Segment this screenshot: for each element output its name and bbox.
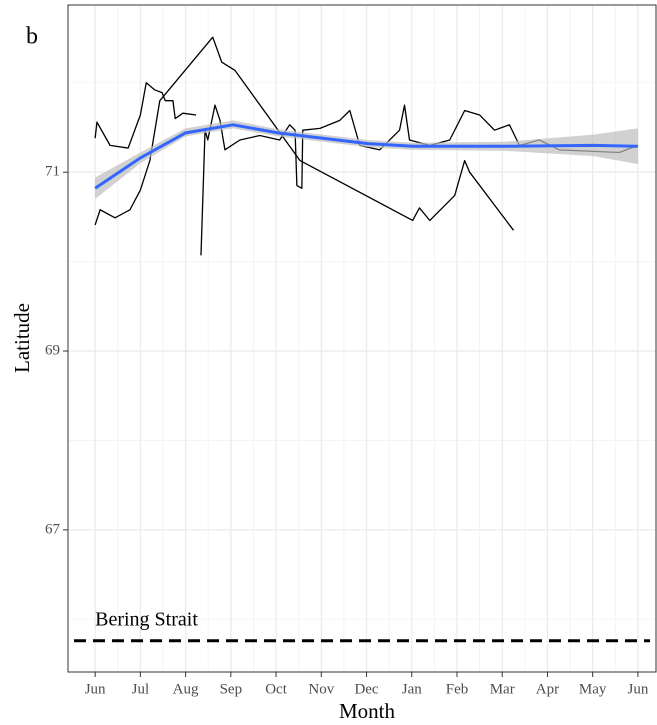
y-tick-label: 69 — [45, 342, 60, 358]
x-tick-label: Nov — [308, 681, 334, 697]
x-tick-label: Jun — [85, 681, 106, 697]
x-tick-label: Mar — [490, 681, 515, 697]
x-tick-label: Dec — [354, 681, 378, 697]
track-line — [200, 104, 639, 256]
x-tick-label: May — [579, 681, 607, 697]
x-tick-label: Jan — [402, 681, 422, 697]
smooth-line — [94, 123, 638, 190]
y-axis-label: Latitude — [10, 303, 34, 373]
x-tick-label: Apr — [536, 681, 559, 697]
track-line — [94, 36, 515, 231]
x-tick-label: Sep — [220, 681, 243, 697]
x-axis-label: Month — [339, 699, 396, 723]
x-tick-label: Jul — [132, 681, 150, 697]
x-tick-label: Aug — [173, 681, 199, 697]
annotation: Bering Strait — [95, 608, 198, 630]
panel-label: b — [26, 24, 38, 50]
y-tick-label: 71 — [45, 164, 60, 180]
track-line — [94, 82, 197, 149]
x-tick-label: Jun — [627, 681, 648, 697]
y-tick-label: 67 — [45, 521, 61, 537]
panel-border — [67, 4, 657, 673]
x-tick-label: Feb — [446, 681, 469, 697]
x-tick-label: Oct — [265, 681, 287, 697]
